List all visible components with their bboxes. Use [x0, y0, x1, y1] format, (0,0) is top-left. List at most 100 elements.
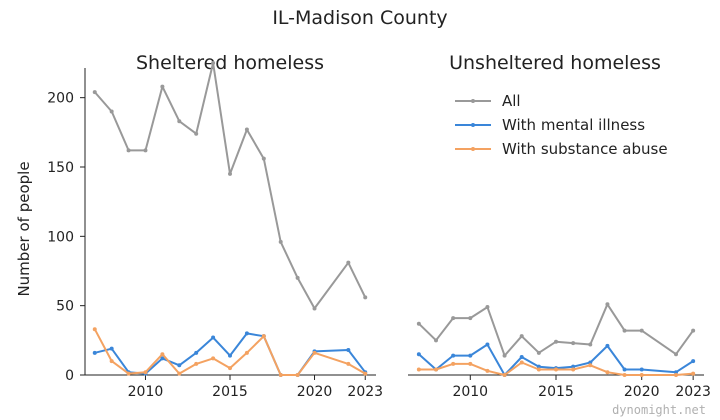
data-point-all [588, 342, 593, 347]
y-tick-label: 0 [65, 368, 74, 384]
data-point-all [312, 306, 317, 311]
data-point-all [109, 109, 114, 114]
y-tick-label: 200 [47, 91, 74, 107]
x-tick-label: 2015 [538, 384, 574, 400]
data-point-with-substance-abuse [502, 373, 507, 377]
data-point-with-substance-abuse [278, 373, 283, 377]
series-with-substance-abuse [416, 360, 696, 377]
data-point-with-mental-illness [228, 353, 232, 358]
legend-marker-with-substance-abuse [471, 147, 475, 151]
data-point-with-substance-abuse [143, 370, 148, 375]
data-point-all [295, 275, 300, 280]
legend-marker-all [471, 99, 475, 103]
data-point-with-substance-abuse [571, 367, 576, 372]
panel-unsheltered-homeless: 2010 2015 2020 2023 [408, 302, 711, 400]
data-point-with-substance-abuse [554, 367, 558, 372]
legend-label-with-mental-illness: With mental illness [502, 116, 645, 134]
data-point-with-substance-abuse [126, 371, 131, 376]
legend-item-all: All [455, 92, 521, 110]
data-point-all [451, 316, 456, 321]
data-point-with-substance-abuse [160, 352, 165, 357]
data-point-with-mental-illness [346, 348, 351, 353]
data-point-all [278, 239, 283, 244]
data-point-with-substance-abuse [295, 373, 300, 377]
data-point-all [536, 350, 541, 355]
chart-title: IL-Madison County [272, 7, 447, 29]
x-tick-label: 2010 [452, 384, 488, 400]
x-tick-label: 2023 [675, 384, 711, 400]
series-line-with-mental-illness [417, 343, 695, 376]
data-point-all [571, 341, 576, 346]
data-point-with-substance-abuse [691, 371, 696, 376]
data-point-all [674, 352, 678, 357]
data-point-with-substance-abuse [228, 366, 232, 371]
data-point-all [244, 127, 249, 132]
data-point-with-substance-abuse [194, 361, 199, 366]
data-point-with-mental-illness [211, 335, 216, 340]
x-tick-label: 2020 [297, 384, 333, 400]
data-point-all [346, 260, 351, 265]
data-point-with-substance-abuse [605, 370, 610, 375]
data-point-all [92, 90, 97, 95]
legend-label-with-substance-abuse: With substance abuse [502, 140, 668, 158]
data-point-all [554, 339, 558, 344]
data-point-with-mental-illness [571, 364, 576, 369]
data-point-all [126, 148, 131, 153]
panel-title-sheltered: Sheltered homeless [136, 52, 324, 74]
data-point-all [468, 316, 473, 321]
data-point-all [177, 119, 182, 124]
watermark: dynomight.net [612, 403, 706, 417]
series-with-mental-illness [416, 342, 696, 377]
data-point-with-mental-illness [451, 353, 456, 358]
legend-item-with-substance-abuse: With substance abuse [455, 140, 668, 158]
data-point-with-substance-abuse [519, 360, 524, 365]
data-point-all [519, 334, 524, 339]
data-point-with-substance-abuse [639, 373, 644, 377]
data-point-with-substance-abuse [451, 361, 456, 366]
data-point-with-substance-abuse [312, 350, 317, 355]
data-point-with-substance-abuse [109, 359, 114, 364]
legend-marker-with-mental-illness [471, 123, 475, 127]
series-with-substance-abuse [92, 327, 368, 377]
data-point-with-substance-abuse [485, 368, 490, 373]
y-tick-label: 50 [56, 299, 74, 315]
data-point-with-mental-illness [109, 346, 114, 351]
data-point-with-substance-abuse [346, 361, 351, 366]
data-point-with-mental-illness [92, 350, 97, 355]
data-point-all [605, 302, 610, 307]
data-point-with-mental-illness [160, 356, 165, 361]
series-all [416, 302, 696, 358]
data-point-with-mental-illness [691, 359, 696, 364]
data-point-with-substance-abuse [363, 371, 368, 376]
data-point-with-substance-abuse [211, 356, 216, 361]
y-tick-label: 100 [47, 229, 74, 245]
panels: 2010 2015 2020 2023 0 50 100 150 200 2010 2015 2020… [47, 61, 711, 400]
data-point-all [160, 84, 165, 89]
data-point-all [485, 305, 490, 310]
data-point-with-substance-abuse [588, 363, 593, 368]
data-point-with-mental-illness [485, 342, 490, 347]
data-point-with-substance-abuse [244, 350, 249, 355]
x-tick-label: 2020 [624, 384, 660, 400]
y-axis-label: Number of people [15, 161, 33, 296]
data-point-all [363, 295, 368, 300]
data-point-with-mental-illness [416, 352, 421, 357]
data-point-with-substance-abuse [92, 327, 97, 332]
data-point-with-substance-abuse [536, 367, 541, 372]
data-point-all [416, 321, 421, 326]
series-line-all [417, 303, 695, 357]
data-point-with-mental-illness [639, 367, 644, 372]
data-point-with-substance-abuse [674, 373, 678, 377]
data-point-all [211, 61, 216, 65]
data-point-with-substance-abuse [622, 373, 627, 377]
data-point-all [691, 328, 696, 333]
legend-item-with-mental-illness: With mental illness [455, 116, 645, 134]
data-point-with-substance-abuse [434, 367, 438, 372]
y-tick-label: 150 [47, 160, 74, 176]
x-tick-label: 2023 [347, 384, 383, 400]
series-line-all [93, 62, 367, 310]
data-point-all [639, 328, 644, 333]
data-point-with-mental-illness [536, 364, 541, 369]
series-all [92, 61, 368, 311]
